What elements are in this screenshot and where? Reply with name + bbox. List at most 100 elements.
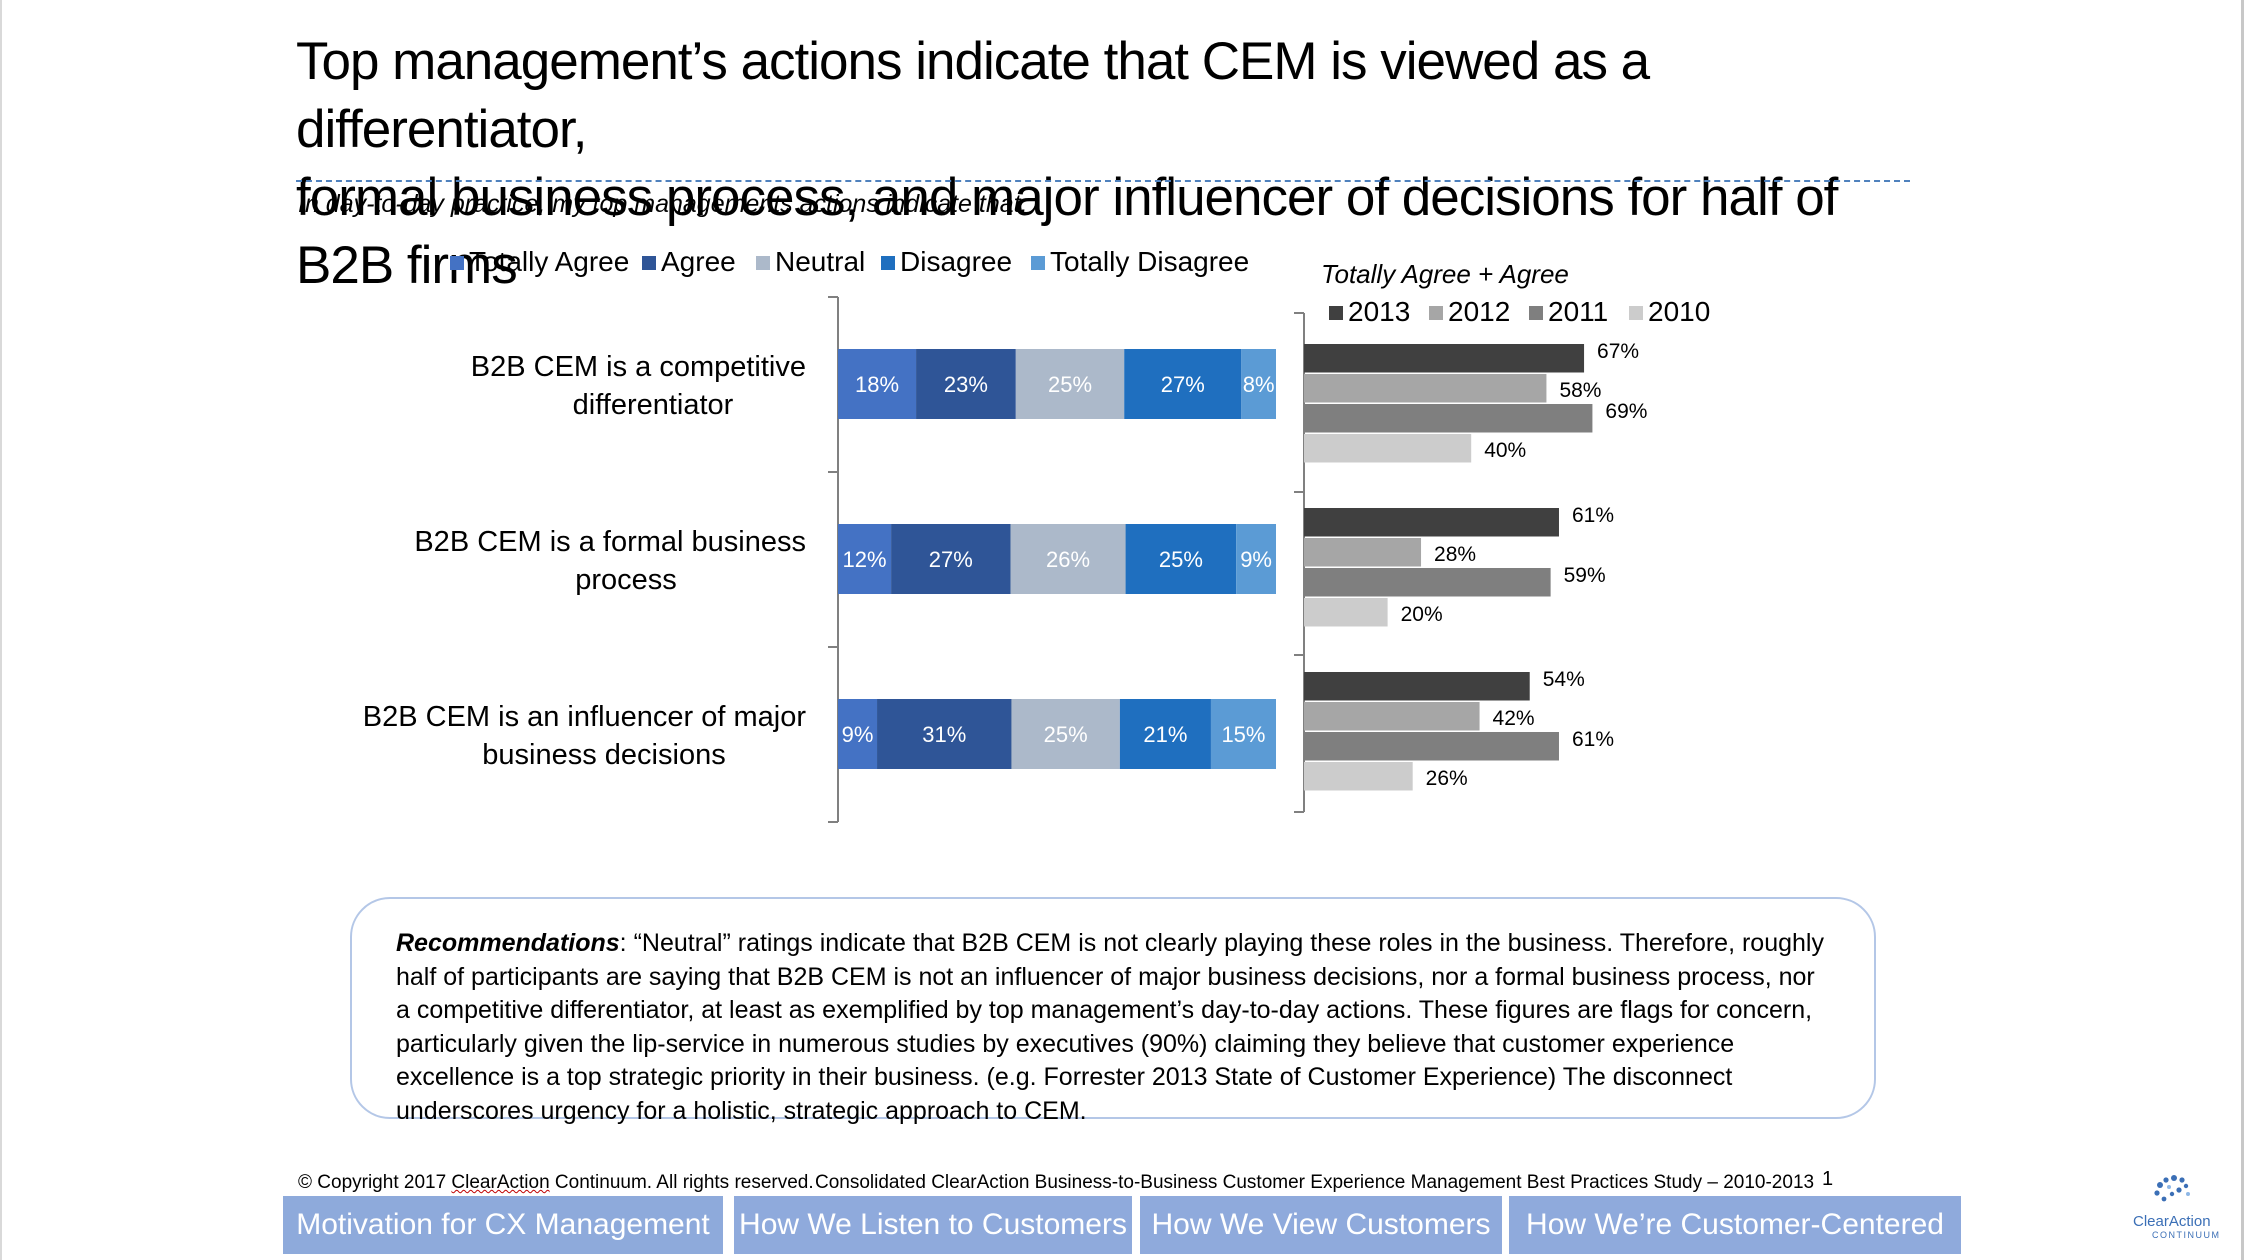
legend-label-2010: 2010 [1648,296,1710,327]
bar-neutral [1010,524,1126,594]
copyright-brand: ClearAction [451,1172,550,1193]
title-divider [296,180,1910,182]
data-label: 31% [922,722,966,747]
nav-how-we-view-customers[interactable]: How We View Customers [1140,1196,1502,1254]
data-label: 9% [842,722,874,747]
bar-disagree [1119,699,1211,769]
bar-disagree [1125,524,1237,594]
legend-swatch-neutral [756,256,770,270]
legend-swatch-agree [642,256,656,270]
category-label: differentiator [573,389,734,421]
data-label: 27% [929,547,973,572]
data-label: 25% [1159,547,1203,572]
data-label: 61% [1572,728,1614,751]
data-label: 12% [843,547,887,572]
data-label: 26% [1046,547,1090,572]
data-label: 25% [1044,722,1088,747]
bar-agree [891,524,1011,594]
bar-2011 [1304,732,1559,761]
legend-label-2013: 2013 [1348,296,1410,327]
bar-totally-agree [838,349,917,419]
clearaction-logo-icon [2154,1175,2190,1202]
data-label: 61% [1572,504,1614,527]
bar-2012 [1304,702,1480,731]
bar-neutral [1015,349,1125,419]
legend-label-neutral: Neutral [775,246,865,277]
bar-agree [916,349,1016,419]
page-number: 1 [1822,1168,1834,1190]
bar-totally-disagree [1241,349,1276,419]
legend-swatch-2010 [1629,306,1643,320]
legend-swatch-2012 [1429,306,1443,320]
bar-disagree [1124,349,1242,419]
study-citation: Consolidated ClearAction Business-to-Bus… [815,1172,1815,1193]
data-label: 25% [1048,372,1092,397]
recommendations-box: Recommendations: “Neutral” ratings indic… [350,897,1876,1125]
bar-totally-disagree [1236,524,1276,594]
title-line-1: Top management’s actions indicate that C… [296,32,1650,159]
data-label: 8% [1243,372,1275,397]
bar-2012 [1304,374,1547,403]
bar-2010 [1304,598,1388,627]
legend-label-totally-disagree: Totally Disagree [1050,246,1249,277]
copyright-prefix: © Copyright 2017 [298,1172,452,1193]
data-label: 40% [1484,439,1526,462]
data-label: 69% [1605,400,1647,423]
legend-swatch-2013 [1329,306,1343,320]
data-label: 54% [1543,668,1585,691]
data-label: 15% [1221,722,1265,747]
data-label: 23% [944,372,988,397]
bar-neutral [1011,699,1120,769]
bar-2013 [1304,344,1585,373]
data-label: 9% [1240,547,1272,572]
bar-2013 [1304,508,1559,537]
category-label: process [575,564,677,596]
legend-label-totally-agree: Totally Agree [469,246,629,277]
bar-2011 [1304,404,1593,433]
data-label: 42% [1493,707,1535,730]
data-label: 18% [855,372,899,397]
legend-swatch-disagree [881,256,895,270]
nav-how-we-listen-to-customers[interactable]: How We Listen to Customers [734,1196,1132,1254]
legend-swatch-2011 [1529,306,1543,320]
bar-2012 [1304,538,1422,567]
slide-title: Top management’s actions indicate that C… [296,28,1936,300]
data-label: 28% [1434,543,1476,566]
frame-right-edge [2241,0,2244,1260]
nav-motivation-for-cx-management[interactable]: Motivation for CX Management [283,1196,723,1254]
legend-swatch-totally-agree [450,256,464,270]
chart-subtitle: In day-to-day practice, my top managemen… [298,190,1028,218]
data-label: 20% [1401,603,1443,626]
bar-2010 [1304,434,1472,463]
data-label: 67% [1597,340,1639,363]
recommendations-label: Recommendations [396,929,620,957]
bar-totally-disagree [1210,699,1276,769]
recommendations-text: : “Neutral” ratings indicate that B2B CE… [396,929,1824,1125]
right-chart-title: Totally Agree + Agree [1321,259,1569,289]
frame-left-edge [0,0,2,1260]
nav-how-were-customer-centered[interactable]: How We’re Customer-Centered [1509,1196,1961,1254]
bar-2011 [1304,568,1551,597]
category-label: B2B CEM is an influencer of major [363,701,807,733]
data-label: 21% [1143,722,1187,747]
category-label: B2B CEM is a formal business [414,526,806,558]
legend-label-2012: 2012 [1448,296,1510,327]
bar-agree [877,699,1012,769]
data-label: 58% [1559,379,1601,402]
category-label: business decisions [482,739,725,771]
copyright-notice: © Copyright 2017 ClearAction Continuum. … [298,1172,814,1194]
legend-swatch-totally-disagree [1031,256,1045,270]
title-line-2: formal business process, and major influ… [296,168,1838,295]
bar-2013 [1304,672,1530,701]
bar-totally-agree [838,699,878,769]
legend-label-disagree: Disagree [900,246,1012,277]
category-label: B2B CEM is a competitive [471,351,806,383]
data-label: 26% [1426,767,1468,790]
bar-2010 [1304,762,1413,791]
logo-name: ClearAction [2133,1213,2211,1230]
logo-tagline: CONTINUUM [2152,1230,2221,1240]
data-label: 27% [1161,372,1205,397]
legend-label-2011: 2011 [1548,296,1608,327]
legend-label-agree: Agree [661,246,736,277]
